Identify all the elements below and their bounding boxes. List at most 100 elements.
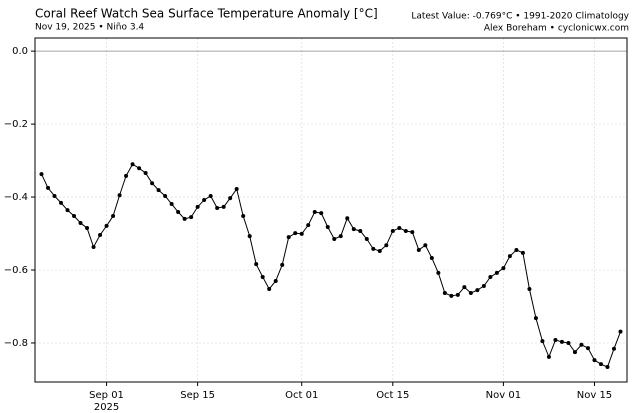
data-point xyxy=(273,278,278,283)
data-point xyxy=(377,249,382,254)
data-point xyxy=(130,162,135,167)
x-year-label: 2025 xyxy=(94,402,119,413)
data-point xyxy=(579,342,584,347)
data-point xyxy=(215,205,220,210)
data-point xyxy=(117,193,122,198)
data-point xyxy=(241,214,246,219)
data-point xyxy=(143,170,148,175)
data-point xyxy=(39,172,44,177)
x-tick-label: Sep 01 xyxy=(89,390,124,401)
data-point xyxy=(611,346,616,351)
data-point xyxy=(501,266,506,271)
data-point xyxy=(455,292,460,297)
y-tick-label: −0.2 xyxy=(4,119,28,130)
data-point xyxy=(481,284,486,289)
data-point xyxy=(91,245,96,250)
data-point xyxy=(364,237,369,242)
data-point xyxy=(221,204,226,209)
data-point xyxy=(176,210,181,215)
data-point xyxy=(267,286,272,291)
data-point xyxy=(65,208,70,213)
data-point xyxy=(572,350,577,355)
data-point xyxy=(312,210,317,215)
plot-frame xyxy=(34,37,628,383)
data-point xyxy=(319,211,324,216)
series-line xyxy=(41,163,621,368)
y-tick-label: 0.0 xyxy=(12,46,28,57)
data-point xyxy=(195,204,200,209)
data-point xyxy=(598,362,603,367)
data-point xyxy=(384,243,389,248)
data-point xyxy=(169,201,174,206)
y-tick-label: −0.4 xyxy=(4,192,28,203)
data-point xyxy=(494,270,499,275)
data-point xyxy=(566,340,571,345)
data-point xyxy=(410,230,415,235)
annotation: Latest Value: -0.769°C • 1991-2020 Clima… xyxy=(411,12,629,22)
data-point xyxy=(416,247,421,252)
data-point xyxy=(338,234,343,239)
data-point xyxy=(52,193,57,198)
data-point xyxy=(533,316,538,321)
data-point xyxy=(156,188,161,193)
data-point xyxy=(397,226,402,231)
data-point xyxy=(423,243,428,248)
data-point xyxy=(546,354,551,359)
data-point xyxy=(351,227,356,232)
x-tick-label: Oct 01 xyxy=(285,390,318,401)
chart-title: Coral Reef Watch Sea Surface Temperature… xyxy=(35,7,378,21)
data-point xyxy=(358,228,363,233)
data-point xyxy=(475,288,480,293)
annotation: Alex Boreham • cyclonicwx.com xyxy=(484,24,629,34)
data-point xyxy=(618,329,623,334)
data-point xyxy=(293,231,298,236)
data-point xyxy=(189,215,194,220)
data-point xyxy=(137,166,142,171)
data-point xyxy=(436,270,441,275)
data-point xyxy=(488,274,493,279)
data-point xyxy=(208,193,213,198)
data-point xyxy=(449,293,454,298)
data-point xyxy=(527,286,532,291)
data-point xyxy=(520,250,525,255)
data-point xyxy=(234,187,239,192)
data-point xyxy=(150,181,155,186)
data-point xyxy=(286,235,291,240)
x-tick-label: Oct 15 xyxy=(376,390,409,401)
data-point xyxy=(124,173,129,178)
data-point xyxy=(202,197,207,202)
data-point xyxy=(182,216,187,221)
data-point xyxy=(98,232,103,237)
data-point xyxy=(345,216,350,221)
data-point xyxy=(163,193,168,198)
data-point xyxy=(78,220,83,225)
data-point xyxy=(429,255,434,260)
data-point xyxy=(325,224,330,229)
y-tick-label: −0.6 xyxy=(4,265,28,276)
data-point xyxy=(228,196,233,201)
data-point xyxy=(585,346,590,351)
data-point xyxy=(403,228,408,233)
data-point xyxy=(59,200,64,205)
data-point xyxy=(559,339,564,344)
data-point xyxy=(332,237,337,242)
data-point xyxy=(605,365,610,370)
data-point xyxy=(104,223,109,228)
data-point xyxy=(280,262,285,267)
data-point xyxy=(390,228,395,233)
x-tick-label: Nov 01 xyxy=(486,390,521,401)
data-point xyxy=(462,285,467,290)
data-point xyxy=(592,358,597,363)
data-point xyxy=(85,226,90,231)
data-point xyxy=(507,254,512,259)
data-point xyxy=(371,246,376,251)
x-tick-label: Nov 15 xyxy=(577,390,612,401)
data-point xyxy=(299,231,304,236)
data-point xyxy=(72,214,77,219)
data-point xyxy=(306,223,311,228)
data-point xyxy=(260,274,265,279)
data-point xyxy=(468,290,473,295)
data-point xyxy=(46,185,51,190)
data-point xyxy=(514,247,519,252)
